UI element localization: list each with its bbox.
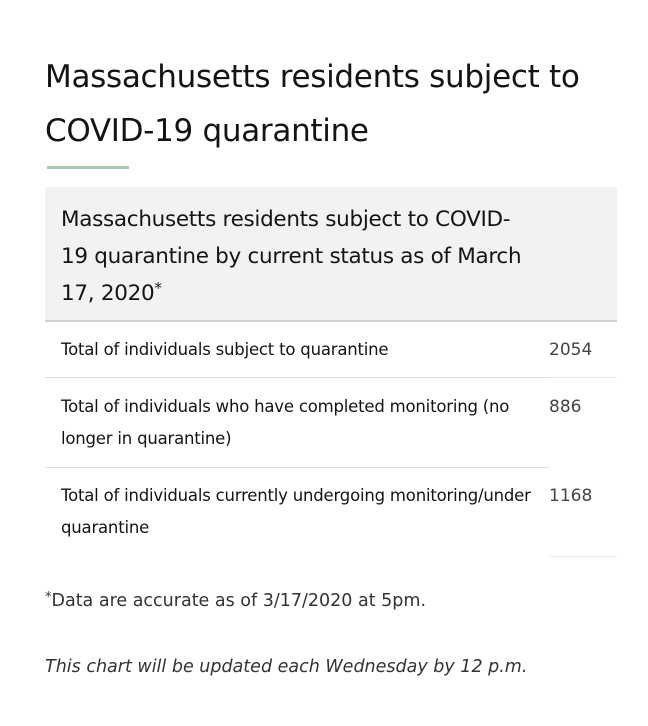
table-row: Total of individuals subject to quaranti… — [45, 334, 617, 378]
footnote-marker: * — [45, 590, 52, 605]
table-row-label: Total of individuals subject to quaranti… — [61, 340, 389, 359]
footnote: *Data are accurate as of 3/17/2020 at 5p… — [45, 588, 625, 614]
table-row-value: 886 — [549, 397, 582, 417]
table-caption: Massachusetts residents subject to COVID… — [45, 187, 617, 322]
title-accent-rule — [47, 166, 129, 169]
row-divider — [45, 377, 549, 378]
table-row: Total of individuals who have completed … — [45, 391, 617, 468]
table-caption-label: Massachusetts residents subject to COVID… — [61, 207, 522, 306]
table-row-label: Total of individuals who have completed … — [61, 397, 510, 448]
row-divider-value — [549, 556, 617, 557]
table-row-value: 2054 — [549, 340, 593, 360]
footnote-text: Data are accurate as of 3/17/2020 at 5pm… — [51, 591, 427, 611]
table-row-value: 1168 — [549, 486, 593, 506]
row-divider-value — [549, 377, 617, 378]
table-row: Total of individuals currently undergoin… — [45, 480, 617, 557]
table-caption-marker: * — [154, 279, 162, 297]
update-note: This chart will be updated each Wednesda… — [45, 657, 528, 677]
table-caption-text: Massachusetts residents subject to COVID… — [61, 201, 531, 312]
row-divider — [45, 467, 549, 468]
page-title: Massachusetts residents subject to COVID… — [45, 59, 580, 149]
table-row-label: Total of individuals currently undergoin… — [61, 486, 531, 537]
